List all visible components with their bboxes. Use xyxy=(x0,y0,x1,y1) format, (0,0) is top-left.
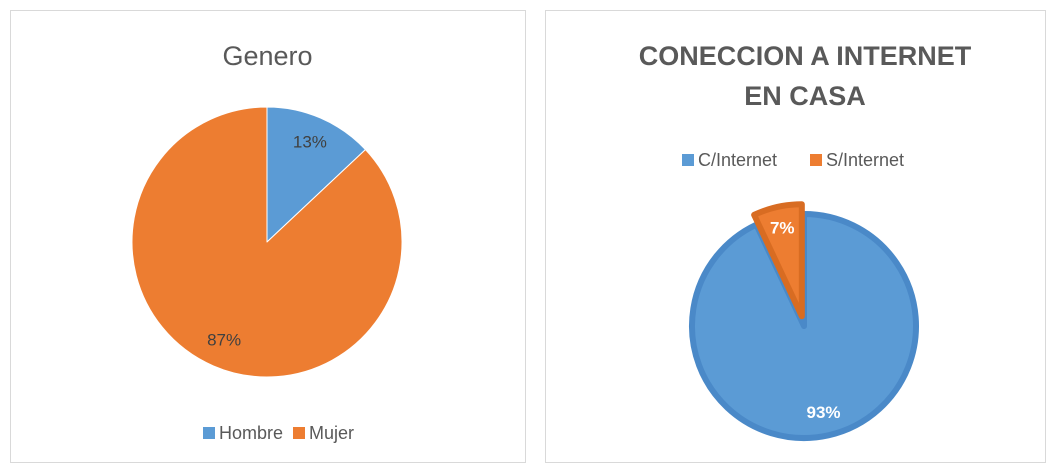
chart-title: Genero xyxy=(222,41,313,71)
data-label: 13% xyxy=(293,132,327,151)
legend-swatch xyxy=(293,427,305,439)
pie-slice xyxy=(689,211,919,441)
pie-slice xyxy=(266,106,366,243)
legend-label: Mujer xyxy=(309,423,354,443)
chart-title: CONECCION A INTERNET EN CASA xyxy=(638,41,972,111)
data-label: 93% xyxy=(807,403,841,422)
legend-label: Hombre xyxy=(219,423,283,443)
legend-swatch xyxy=(203,427,215,439)
pie-slice xyxy=(131,106,403,378)
data-label: 7% xyxy=(770,218,795,237)
data-label: 87% xyxy=(207,331,241,350)
legend-swatch xyxy=(810,154,822,166)
pie-slice xyxy=(751,201,805,320)
legend-label: C/Internet xyxy=(698,150,777,170)
legend-label: S/Internet xyxy=(826,150,904,170)
legend-swatch xyxy=(682,154,694,166)
